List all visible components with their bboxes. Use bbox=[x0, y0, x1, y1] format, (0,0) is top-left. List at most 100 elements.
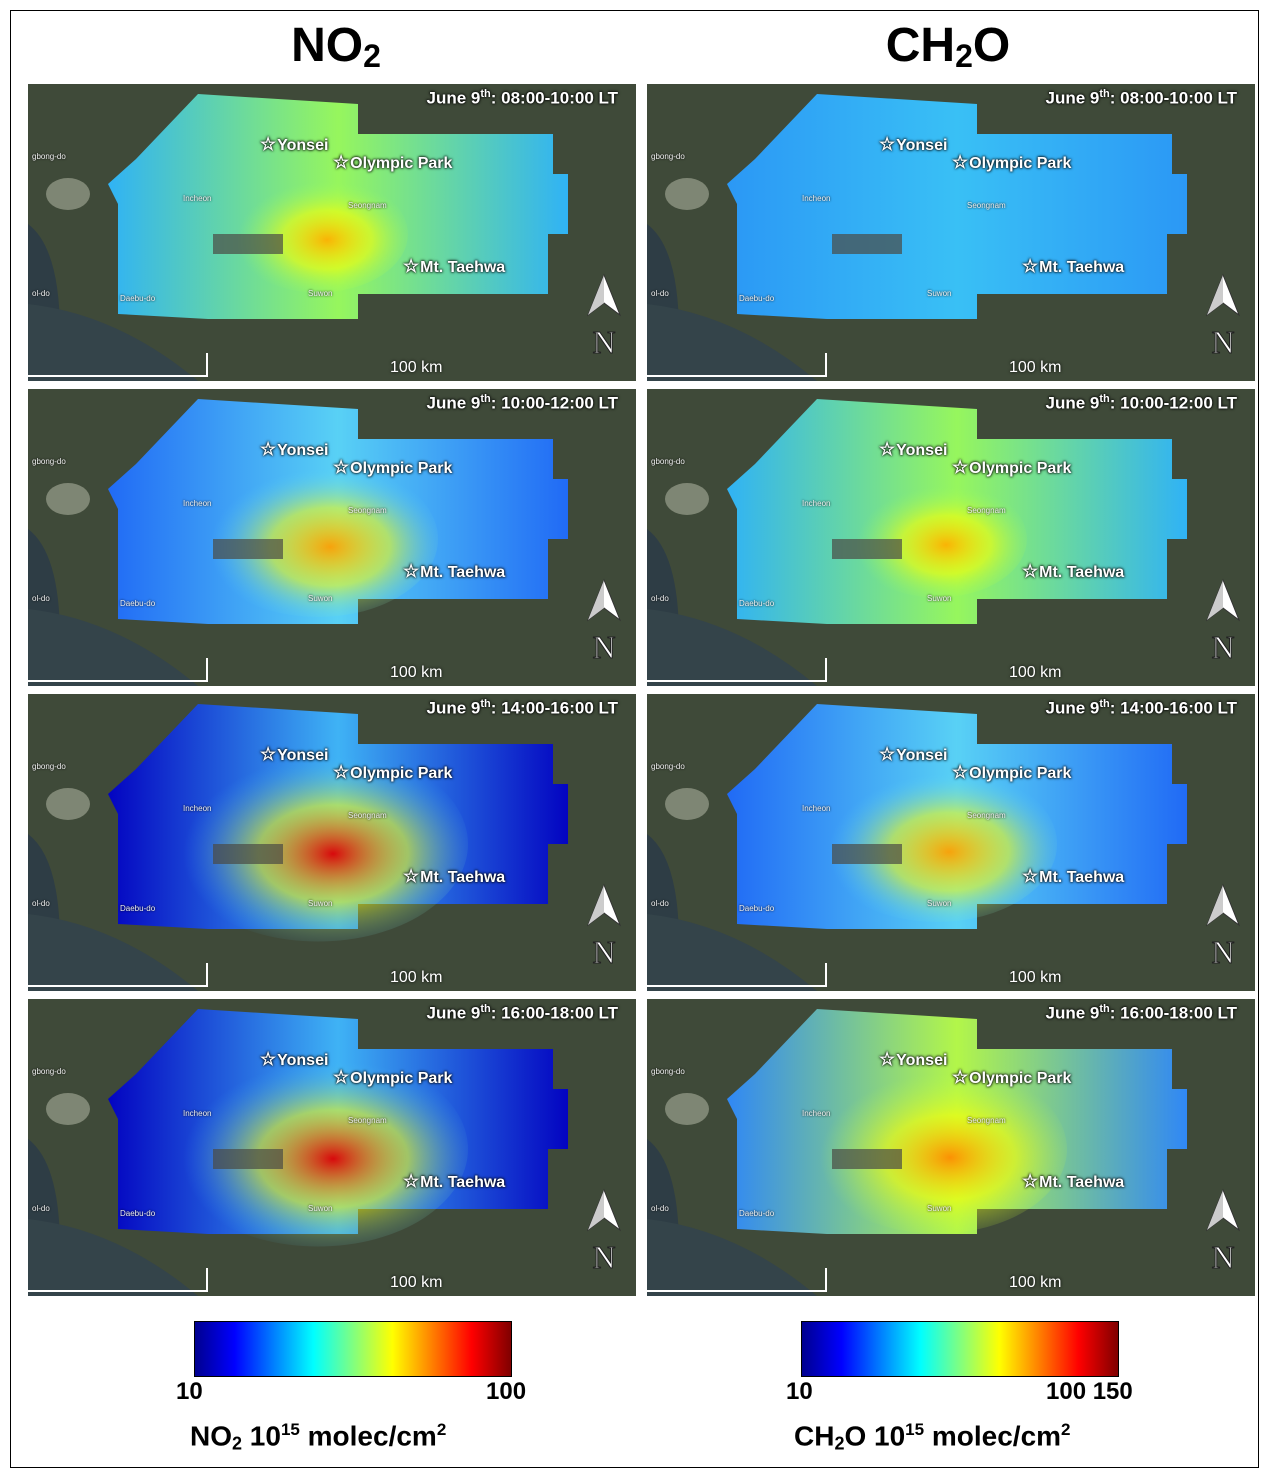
star-icon: ☆ bbox=[260, 439, 277, 459]
star-icon: ☆ bbox=[403, 561, 420, 581]
north-arrow-icon: N bbox=[1205, 578, 1241, 664]
city-label: gbong-do bbox=[32, 457, 66, 466]
star-icon: ☆ bbox=[333, 457, 350, 477]
ch2o-column-title: CH2O bbox=[885, 19, 1011, 74]
north-arrow-icon: N bbox=[1205, 273, 1241, 359]
island bbox=[46, 178, 90, 210]
scale-bar bbox=[28, 353, 208, 381]
concentration-hotspot bbox=[168, 1051, 468, 1247]
no2-map-panel-3: June 9th: 14:00-16:00 LT ☆Yonsei ☆Olympi… bbox=[28, 694, 636, 991]
site-yonsei: ☆Yonsei bbox=[879, 439, 948, 459]
missing-data-patch bbox=[832, 1149, 902, 1169]
ch2o-colorbar-min: 10 bbox=[786, 1378, 813, 1405]
star-icon: ☆ bbox=[1022, 866, 1039, 886]
panel-time-title: June 9th: 16:00-18:00 LT bbox=[1045, 1003, 1237, 1023]
scale-bar bbox=[647, 963, 827, 991]
concentration-hotspot bbox=[168, 746, 468, 942]
city-label: Incheon bbox=[802, 1109, 831, 1118]
scale-bar-label: 100 km bbox=[390, 664, 443, 681]
missing-data-patch bbox=[213, 234, 283, 254]
north-arrow-icon: N bbox=[586, 578, 622, 664]
site-olympic-park: ☆Olympic Park bbox=[952, 762, 1072, 782]
panel-time-title: June 9th: 08:00-10:00 LT bbox=[1045, 88, 1237, 108]
satellite-map bbox=[647, 389, 1255, 686]
ch2o-colorbar-label: CH2O 1015 molec/cm2 bbox=[794, 1420, 1071, 1454]
scale-bar bbox=[28, 658, 208, 686]
scale-bar bbox=[28, 963, 208, 991]
star-icon: ☆ bbox=[333, 762, 350, 782]
city-label: gbong-do bbox=[651, 1067, 685, 1076]
city-label: Daebu-do bbox=[739, 904, 775, 913]
sea-area bbox=[647, 914, 817, 991]
sea-area bbox=[28, 609, 198, 686]
sea-area bbox=[28, 304, 198, 381]
figure-frame bbox=[10, 10, 1259, 1468]
scale-bar bbox=[647, 658, 827, 686]
site-mt-taehwa: ☆Mt. Taehwa bbox=[1022, 1171, 1125, 1191]
star-icon: ☆ bbox=[952, 1067, 969, 1087]
city-label: Seongnam bbox=[967, 1116, 1006, 1125]
city-label: ol-do bbox=[32, 899, 50, 908]
city-label: Suwon bbox=[308, 899, 333, 908]
concentration-hotspot bbox=[847, 480, 1027, 598]
concentration-hotspot bbox=[198, 461, 438, 617]
north-arrow-icon: N bbox=[586, 1188, 622, 1274]
north-arrow-icon: N bbox=[1205, 1188, 1241, 1274]
city-label: Seongnam bbox=[348, 201, 387, 210]
site-yonsei: ☆Yonsei bbox=[260, 439, 329, 459]
city-label: Incheon bbox=[183, 194, 212, 203]
city-label: Incheon bbox=[802, 194, 831, 203]
missing-data-patch bbox=[832, 234, 902, 254]
panel-time-title: June 9th: 14:00-16:00 LT bbox=[426, 698, 618, 718]
ch2o-map-panel-4: June 9th: 16:00-18:00 LT ☆Yonsei ☆Olympi… bbox=[647, 999, 1255, 1296]
site-yonsei: ☆Yonsei bbox=[879, 134, 948, 154]
island bbox=[665, 178, 709, 210]
panel-time-title: June 9th: 08:00-10:00 LT bbox=[426, 88, 618, 108]
no2-map-panel-2: June 9th: 10:00-12:00 LT ☆Yonsei ☆Olympi… bbox=[28, 389, 636, 686]
missing-data-patch bbox=[832, 539, 902, 559]
north-label: N bbox=[592, 934, 615, 969]
ch2o-colorbar bbox=[801, 1321, 1119, 1377]
star-icon: ☆ bbox=[260, 1049, 277, 1069]
missing-data-patch bbox=[213, 844, 283, 864]
city-label: Daebu-do bbox=[739, 599, 775, 608]
site-mt-taehwa: ☆Mt. Taehwa bbox=[1022, 561, 1125, 581]
ch2o-map-panel-1: June 9th: 08:00-10:00 LT ☆Yonsei ☆Olympi… bbox=[647, 84, 1255, 381]
city-label: ol-do bbox=[32, 594, 50, 603]
satellite-map bbox=[28, 694, 636, 991]
city-label: Daebu-do bbox=[120, 599, 156, 608]
scale-bar-label: 100 km bbox=[1009, 1274, 1062, 1291]
site-yonsei: ☆Yonsei bbox=[260, 134, 329, 154]
star-icon: ☆ bbox=[879, 134, 896, 154]
city-label: Suwon bbox=[927, 1204, 952, 1213]
no2-colorbar-min: 10 bbox=[176, 1378, 203, 1405]
site-mt-taehwa: ☆Mt. Taehwa bbox=[403, 561, 506, 581]
site-olympic-park: ☆Olympic Park bbox=[333, 762, 453, 782]
city-label: gbong-do bbox=[32, 762, 66, 771]
island bbox=[46, 1093, 90, 1125]
star-icon: ☆ bbox=[952, 457, 969, 477]
north-label: N bbox=[1211, 1239, 1234, 1274]
scale-bar bbox=[647, 353, 827, 381]
star-icon: ☆ bbox=[333, 1067, 350, 1087]
panel-time-title: June 9th: 16:00-18:00 LT bbox=[426, 1003, 618, 1023]
star-icon: ☆ bbox=[1022, 561, 1039, 581]
missing-data-patch bbox=[213, 1149, 283, 1169]
city-label: Seongnam bbox=[967, 811, 1006, 820]
island bbox=[665, 788, 709, 820]
site-olympic-park: ☆Olympic Park bbox=[333, 457, 453, 477]
north-arrow-icon: N bbox=[586, 273, 622, 359]
concentration-hotspot bbox=[817, 766, 1057, 922]
star-icon: ☆ bbox=[403, 866, 420, 886]
satellite-map bbox=[647, 999, 1255, 1296]
city-label: Daebu-do bbox=[739, 1209, 775, 1218]
island bbox=[46, 788, 90, 820]
site-olympic-park: ☆Olympic Park bbox=[333, 1067, 453, 1087]
panel-time-title: June 9th: 10:00-12:00 LT bbox=[426, 393, 618, 413]
star-icon: ☆ bbox=[403, 1171, 420, 1191]
north-label: N bbox=[592, 324, 615, 359]
site-yonsei: ☆Yonsei bbox=[879, 744, 948, 764]
sea-area bbox=[28, 914, 198, 991]
satellite-map bbox=[647, 694, 1255, 991]
sea-area bbox=[647, 304, 817, 381]
